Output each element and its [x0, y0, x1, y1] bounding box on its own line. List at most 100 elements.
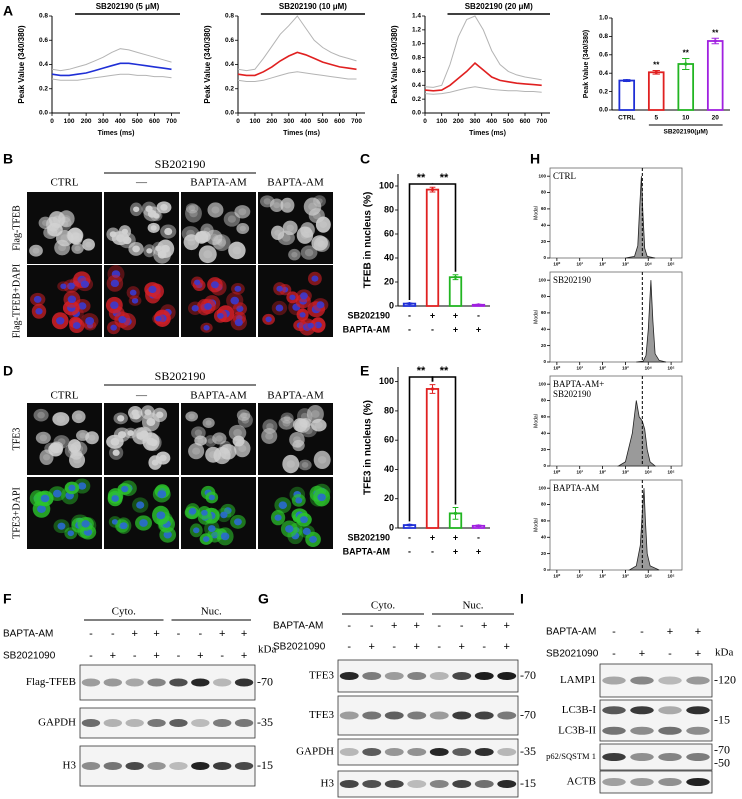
y-tick-label: 100	[379, 376, 394, 386]
y-tick-label: 0	[543, 255, 546, 260]
nucleus	[275, 514, 282, 520]
protein-label: TFE3	[309, 670, 335, 682]
protein-label: H3	[63, 760, 77, 772]
nucleus	[293, 436, 301, 443]
treatment-sign: -	[177, 628, 181, 640]
nucleus	[234, 286, 241, 292]
bar	[427, 389, 439, 528]
blot-band	[497, 672, 516, 680]
nucleus	[211, 281, 219, 288]
nucleus	[217, 313, 224, 319]
treatment-sign: -	[460, 620, 464, 632]
panel-label: I	[520, 591, 524, 607]
y-tick-label: 20	[541, 447, 547, 452]
y-tick-label: 40	[384, 252, 394, 262]
nucleus	[304, 227, 311, 234]
nucleus	[242, 417, 250, 424]
blot-band	[430, 748, 449, 756]
nucleus	[42, 220, 49, 226]
nucleus	[289, 295, 295, 301]
blot-band	[602, 727, 626, 735]
nucleus	[160, 204, 167, 211]
treatment-sign: +	[219, 628, 225, 640]
nucleus	[35, 308, 42, 314]
treatment-sign: +	[241, 628, 247, 640]
x-tick-label: 300	[283, 118, 294, 125]
nucleus	[300, 516, 308, 523]
y-tick-label: 60	[541, 414, 547, 419]
blot-band	[82, 719, 100, 727]
histogram-label: SB202190	[553, 389, 592, 399]
nucleus	[121, 486, 128, 492]
x-tick-label: 100	[250, 118, 261, 125]
blot-band	[235, 679, 253, 687]
blot-band	[475, 712, 494, 720]
panel-label: G	[258, 591, 269, 607]
y-tick-label: 40	[541, 326, 547, 331]
plot-frame	[550, 272, 682, 362]
treatment-sign: +	[153, 650, 159, 662]
nucleus	[206, 420, 212, 425]
significance-label: **	[653, 61, 660, 70]
data-point	[714, 39, 717, 42]
data-point	[684, 62, 687, 65]
data-point	[454, 512, 457, 515]
blot-band	[658, 753, 682, 761]
nucleus	[276, 305, 284, 312]
series-line	[238, 16, 357, 71]
data-point	[477, 524, 480, 527]
x-tick-label: 200	[453, 118, 464, 125]
y-tick-label: 80	[384, 204, 394, 214]
treatment-sign: -	[111, 628, 115, 640]
x-tick-label: 100	[436, 118, 447, 125]
blot-band	[104, 679, 122, 687]
y-axis-label: TFEB in nucleus (%)	[363, 192, 374, 289]
data-point	[454, 276, 457, 279]
treatment-sign: +	[504, 641, 510, 653]
x-tick-label: 400	[115, 118, 126, 125]
treatment-sign: +	[197, 650, 203, 662]
nucleus	[311, 410, 320, 418]
condition-label: BAPTA-AM	[343, 324, 390, 334]
fraction-label: Nuc.	[201, 606, 222, 618]
nucleus	[194, 280, 200, 286]
treatment-sign: +	[481, 620, 487, 632]
nucleus	[189, 414, 195, 420]
blot-band	[82, 679, 100, 687]
nucleus	[192, 305, 199, 311]
blot-strip	[600, 700, 712, 741]
nucleus	[81, 281, 89, 288]
blot-band	[686, 727, 710, 735]
nucleus	[75, 414, 82, 420]
blot-band	[686, 677, 710, 685]
x-tick-label: 400	[300, 118, 311, 125]
blot-band	[602, 753, 626, 761]
fraction-label: Cyto.	[112, 606, 136, 618]
blot-band	[630, 778, 654, 786]
treatment-sign: -	[89, 650, 93, 662]
condition-sign: -	[477, 310, 480, 320]
blot-band	[191, 719, 209, 727]
y-tick-label: 0.2	[39, 85, 48, 92]
y-tick-label: 0.8	[412, 54, 421, 61]
blot-band	[169, 762, 187, 770]
x-tick-label: 0	[423, 118, 427, 125]
panel-label: C	[360, 151, 370, 167]
nucleus	[300, 312, 306, 317]
treatment-sign: +	[153, 628, 159, 640]
y-tick-label: 20	[541, 343, 547, 348]
blot-band	[497, 712, 516, 720]
condition-sign: -	[408, 532, 411, 542]
nucleus	[230, 297, 239, 305]
x-tick-label: 10³	[622, 366, 629, 371]
bar	[427, 190, 439, 306]
y-tick-label: 80	[541, 398, 547, 403]
nucleus	[318, 241, 326, 248]
treatment-label: SB2021090	[273, 642, 326, 653]
y-tick-label: 80	[541, 502, 547, 507]
nucleus	[41, 495, 50, 503]
condition-sign: -	[408, 324, 411, 334]
size-marker: -70	[520, 707, 536, 721]
nucleus	[40, 434, 48, 441]
nucleus	[209, 495, 215, 501]
